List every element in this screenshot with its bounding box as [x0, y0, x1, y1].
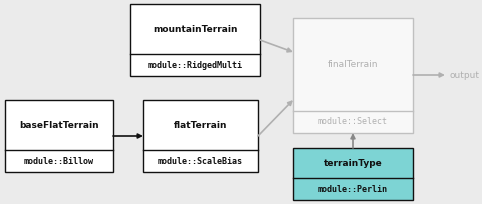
Text: module::RidgedMulti: module::RidgedMulti	[147, 61, 242, 70]
Text: finalTerrain: finalTerrain	[328, 60, 378, 69]
Bar	[293, 148, 413, 200]
Bar	[293, 18, 413, 133]
Text: module::Select: module::Select	[318, 118, 388, 126]
Bar	[5, 100, 113, 172]
Text: flatTerrain: flatTerrain	[174, 121, 227, 130]
Bar	[143, 100, 258, 172]
Text: mountainTerrain: mountainTerrain	[153, 24, 237, 33]
Text: output: output	[450, 71, 480, 80]
Text: module::ScaleBias: module::ScaleBias	[158, 156, 243, 165]
Text: module::Billow: module::Billow	[24, 156, 94, 165]
Text: module::Perlin: module::Perlin	[318, 184, 388, 194]
Text: baseFlatTerrain: baseFlatTerrain	[19, 121, 99, 130]
Bar	[130, 4, 260, 76]
Text: terrainType: terrainType	[323, 159, 382, 167]
